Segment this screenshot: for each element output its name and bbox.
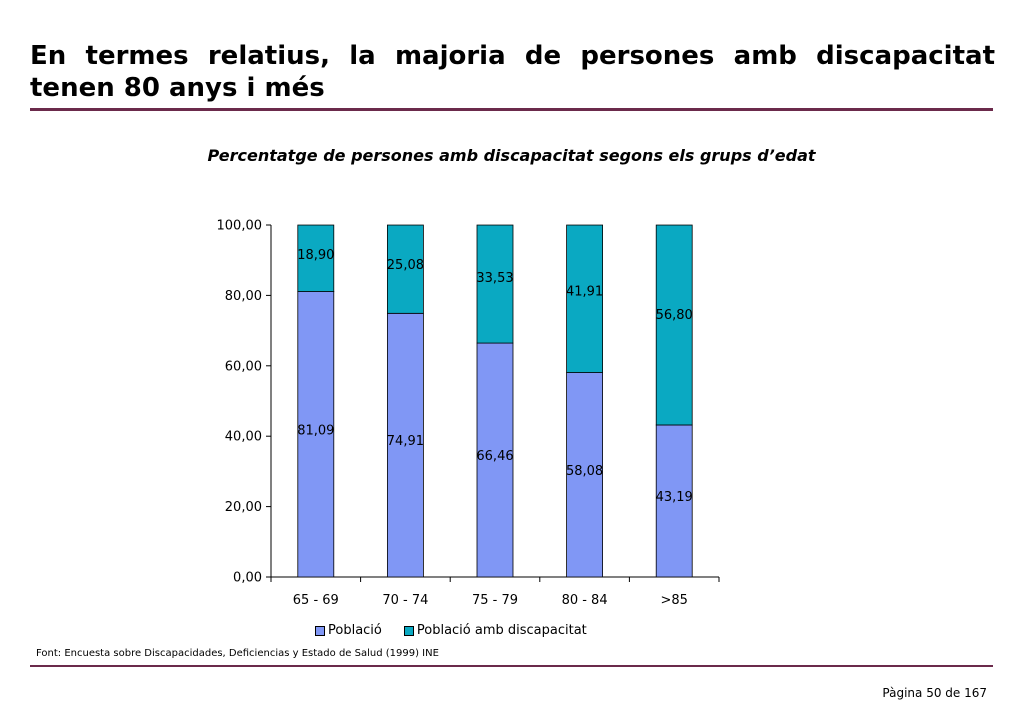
- legend-item-poblacio: Població: [315, 623, 382, 638]
- chart-legend: Població Població amb discapacitat: [315, 623, 587, 638]
- chart-title: Percentatge de persones amb discapacitat…: [207, 146, 816, 165]
- x-tick-label: 75 - 79: [472, 593, 518, 608]
- y-tick-label: 40,00: [225, 430, 262, 445]
- data-label: 74,91: [387, 434, 424, 449]
- y-tick-label: 60,00: [225, 359, 262, 374]
- legend-item-discapacitat: Població amb discapacitat: [403, 623, 587, 638]
- legend-label-poblacio: Població: [328, 623, 382, 638]
- y-tick-label: 80,00: [225, 289, 262, 304]
- data-label: 41,91: [566, 284, 603, 299]
- bar-segment: [655, 424, 693, 578]
- source-note: Font: Encuesta sobre Discapacidades, Def…: [36, 648, 439, 659]
- bar-segment: [386, 312, 424, 578]
- page-number: Pàgina 50 de 167: [882, 686, 987, 700]
- legend-swatch-poblacio: [315, 625, 325, 636]
- legend-swatch-discapacitat: [403, 625, 414, 636]
- data-label: 58,08: [566, 464, 603, 479]
- x-tick-label: 65 - 69: [293, 593, 339, 608]
- stacked-bar-chart: 0,00 20,00 40,00 60,00 80,00 100,00 81,09 18,90…: [217, 219, 720, 608]
- title-divider: [30, 108, 993, 111]
- y-tick-label: 100,00: [217, 219, 263, 234]
- data-label: 56,80: [656, 308, 693, 323]
- bar-segment: [476, 224, 514, 344]
- bar-segment: [297, 291, 335, 578]
- y-tick-label: 20,00: [225, 500, 262, 515]
- y-tick-label: 0,00: [233, 571, 262, 586]
- bar-segment: [655, 224, 693, 426]
- bar-segment: [566, 372, 603, 578]
- data-label: 18,90: [297, 248, 334, 263]
- x-tick-label: 70 - 74: [382, 593, 428, 608]
- data-label: 33,53: [476, 271, 513, 286]
- data-label: 25,08: [387, 258, 424, 273]
- data-label: 43,19: [656, 490, 693, 505]
- slide-title: En termes relatius, la majoria de person…: [30, 41, 995, 103]
- footer-divider: [30, 665, 993, 667]
- data-label: 81,09: [297, 423, 334, 438]
- bar-segment: [566, 224, 603, 373]
- bar-segment: [476, 342, 514, 578]
- data-label: 66,46: [476, 449, 513, 464]
- bar-segment: [386, 224, 424, 314]
- x-tick-label: >85: [660, 593, 687, 608]
- bar-segment: [297, 224, 335, 292]
- x-tick-label: 80 - 84: [562, 593, 608, 608]
- legend-label-discapacitat: Població amb discapacitat: [416, 623, 587, 638]
